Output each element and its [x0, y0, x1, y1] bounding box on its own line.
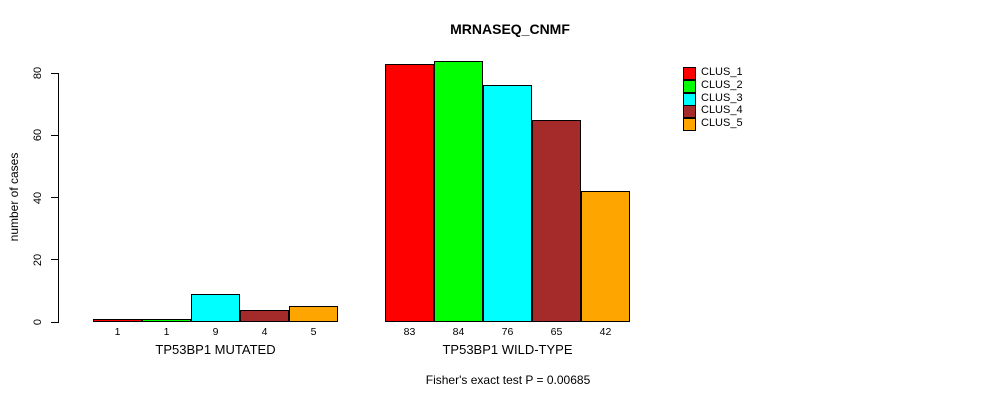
bar-value-label: 4 — [261, 326, 268, 338]
x-axis-group-label: TP53BP1 WILD-TYPE — [442, 342, 573, 357]
y-axis-line — [58, 73, 59, 323]
legend-swatch-clus_4 — [683, 105, 696, 119]
y-tick-label: 60 — [32, 129, 44, 142]
y-tick-mark — [51, 321, 58, 323]
bar-group2-clus2 — [434, 60, 483, 322]
legend-swatch-clus_1 — [683, 67, 696, 80]
bar-value-label: 42 — [599, 326, 612, 338]
bar-value-label: 9 — [212, 326, 219, 338]
legend-swatch-clus_2 — [683, 79, 696, 93]
y-tick-mark — [51, 259, 58, 261]
y-tick-label: 20 — [32, 253, 44, 266]
legend-swatch-clus_5 — [683, 118, 696, 132]
legend-label: CLUS_3 — [701, 91, 743, 104]
legend-label: CLUS_5 — [701, 117, 743, 130]
y-tick-label: 80 — [32, 66, 44, 80]
bar-value-label: 76 — [501, 326, 514, 338]
legend-swatch-clus_3 — [683, 92, 696, 106]
bar-group2-clus4 — [532, 119, 581, 322]
y-tick-label: 0 — [32, 318, 44, 326]
bar-group1-clus1 — [93, 318, 142, 322]
bar-group2-clus5 — [581, 191, 630, 322]
bar-value-label: 83 — [403, 326, 416, 338]
bar-group1-clus5 — [289, 306, 338, 322]
bar-group1-clus4 — [240, 309, 289, 322]
bar-value-label: 1 — [114, 326, 121, 338]
bar-group2-clus1 — [385, 63, 434, 322]
y-tick-label: 40 — [32, 191, 44, 204]
bar-value-label: 5 — [310, 326, 317, 338]
bar-value-label: 1 — [163, 326, 170, 338]
x-axis-group-label: TP53BP1 MUTATED — [155, 342, 276, 357]
bar-value-label: 84 — [452, 326, 465, 338]
y-tick-mark — [51, 72, 58, 74]
legend-label: CLUS_4 — [701, 104, 743, 117]
caption: Fisher's exact test P = 0.00685 — [425, 373, 591, 387]
bar-value-label: 65 — [550, 326, 563, 338]
bar-group2-clus3 — [483, 85, 532, 322]
y-tick-mark — [51, 197, 58, 198]
bar-group1-clus3 — [191, 293, 240, 322]
legend-label: CLUS_1 — [701, 66, 743, 78]
bar-group1-clus2 — [142, 318, 191, 322]
y-axis-label: number of cases — [7, 152, 21, 242]
legend-label: CLUS_2 — [701, 78, 743, 91]
y-tick-mark — [51, 134, 58, 136]
chart-title: MRNASEQ_CNMF — [450, 21, 570, 37]
